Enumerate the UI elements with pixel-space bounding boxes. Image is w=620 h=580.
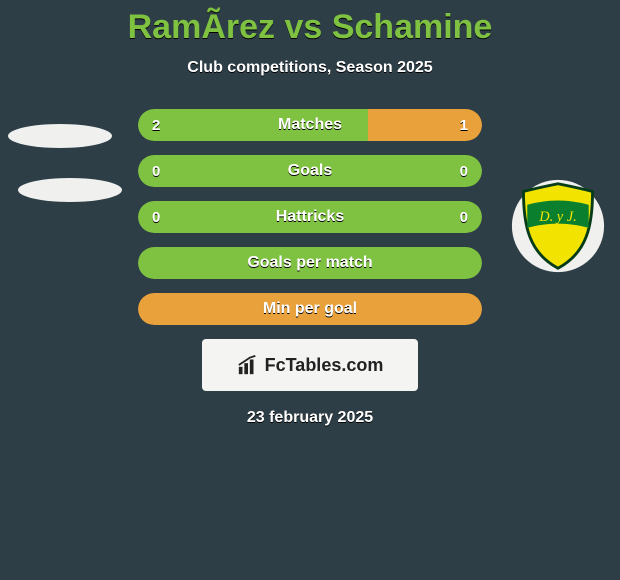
stat-row-min-per-goal: Min per goal [138,293,482,325]
chart-icon [237,354,259,376]
stat-row-hattricks: 00Hattricks [138,201,482,233]
fctables-logo[interactable]: FcTables.com [202,339,418,391]
stat-row-goals: 00Goals [138,155,482,187]
page-title: RamÃ­rez vs Schamine [0,0,620,47]
date-label: 23 february 2025 [0,409,620,427]
avatar-left-2 [18,178,122,202]
avatar-left-1 [8,124,112,148]
stat-label: Matches [138,116,482,134]
stat-label: Goals per match [138,254,482,272]
stat-row-goals-per-match: Goals per match [138,247,482,279]
stat-label: Hattricks [138,208,482,226]
crest-text: D. y J. [538,209,577,225]
stat-label: Min per goal [138,300,482,318]
logo-text: FcTables.com [265,355,384,376]
stat-row-matches: 21Matches [138,109,482,141]
subtitle: Club competitions, Season 2025 [0,59,620,77]
stat-label: Goals [138,162,482,180]
club-crest: D. y J. [510,178,606,274]
